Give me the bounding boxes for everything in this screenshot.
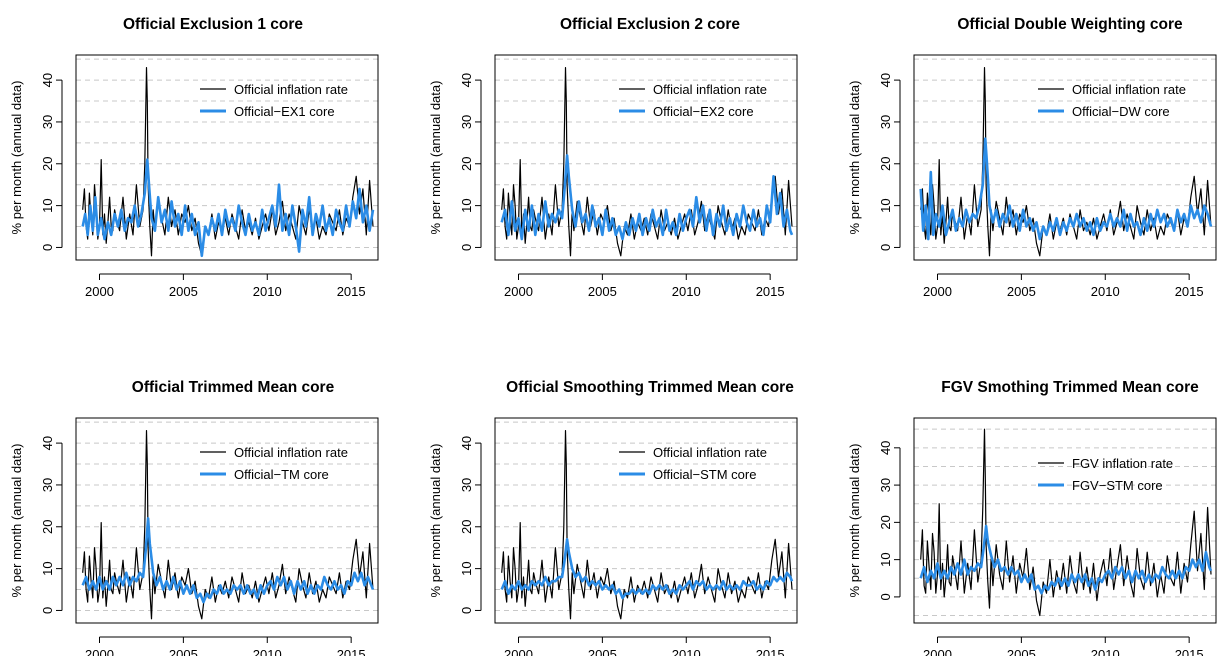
y-tick-label: 20 bbox=[878, 515, 893, 529]
y-tick-label: 10 bbox=[40, 198, 55, 212]
chart-panel-1: Official Exclusion 1 core 0 10 20 30 40 % per … bbox=[9, 16, 379, 299]
legend-label: Official−TM core bbox=[234, 467, 329, 482]
chart-panel-6: FGV Smothing Trimmed Mean core 0 10 20 30 40%… bbox=[847, 379, 1217, 656]
legend-label: Official inflation rate bbox=[234, 82, 348, 97]
legend-label: FGV−STM core bbox=[1072, 478, 1163, 493]
y-axis-label: % per month (annual data) bbox=[9, 81, 24, 235]
x-tick-label: 2000 bbox=[923, 647, 952, 656]
plot-frame bbox=[75, 417, 379, 624]
y-tick-label: 10 bbox=[459, 198, 474, 212]
x-tick-label: 2015 bbox=[1175, 284, 1204, 299]
x-tick-label: 2005 bbox=[588, 284, 617, 299]
y-tick-label: 40 bbox=[40, 436, 55, 450]
y-tick-label: 20 bbox=[459, 157, 474, 171]
y-tick-label: 40 bbox=[459, 73, 474, 87]
legend-label: Official−EX1 core bbox=[234, 104, 335, 119]
x-tick-label: 2015 bbox=[756, 647, 785, 656]
x-tick-label: 2000 bbox=[504, 647, 533, 656]
x-tick-label: 2005 bbox=[1007, 647, 1036, 656]
plot-frame bbox=[913, 54, 1217, 261]
x-tick-label: 2005 bbox=[169, 284, 198, 299]
chart-panel-2: Official Exclusion 2 core 0 10 20 30 40 % per … bbox=[428, 16, 798, 299]
core-series-line bbox=[81, 517, 375, 604]
core-series-line bbox=[500, 154, 794, 241]
chart-panel-5: Official Smoothing Trimmed Mean core 0 10 2… bbox=[428, 379, 798, 656]
y-tick-label: 40 bbox=[878, 441, 893, 455]
y-tick-label: 30 bbox=[40, 115, 55, 129]
y-tick-label: 0 bbox=[40, 244, 55, 251]
y-tick-label: 20 bbox=[459, 520, 474, 534]
x-tick-label: 2010 bbox=[253, 284, 282, 299]
x-tick-label: 2000 bbox=[504, 284, 533, 299]
y-tick-label: 40 bbox=[459, 436, 474, 450]
legend-label: Official−STM core bbox=[653, 467, 756, 482]
y-tick-label: 0 bbox=[459, 607, 474, 614]
core-series-line bbox=[919, 137, 1213, 241]
chart-title: Official Exclusion 2 core bbox=[560, 16, 740, 33]
core-series-line bbox=[500, 538, 794, 600]
y-axis-label: % per month (annual data) bbox=[9, 444, 24, 598]
x-tick-label: 2010 bbox=[1091, 647, 1120, 656]
x-tick-label: 2000 bbox=[923, 284, 952, 299]
chart-panel-3: Official Double Weighting core 0 10 20 30 40%… bbox=[847, 16, 1217, 299]
x-tick-label: 2000 bbox=[85, 284, 114, 299]
chart-title: FGV Smothing Trimmed Mean core bbox=[941, 379, 1199, 396]
x-tick-label: 2005 bbox=[1007, 284, 1036, 299]
legend-label: Official inflation rate bbox=[653, 445, 767, 460]
y-axis-label: % per month (annual data) bbox=[428, 444, 443, 598]
y-tick-label: 30 bbox=[459, 478, 474, 492]
y-tick-label: 0 bbox=[40, 607, 55, 614]
legend-label: Official−DW core bbox=[1072, 104, 1170, 119]
y-tick-label: 30 bbox=[878, 478, 893, 492]
x-tick-label: 2015 bbox=[337, 284, 366, 299]
y-tick-label: 0 bbox=[459, 244, 474, 251]
y-tick-label: 30 bbox=[459, 115, 474, 129]
y-axis-label: % per month (annual data) bbox=[847, 444, 862, 598]
x-tick-label: 2005 bbox=[588, 647, 617, 656]
x-tick-label: 2005 bbox=[169, 647, 198, 656]
x-tick-label: 2015 bbox=[1175, 647, 1204, 656]
y-tick-label: 0 bbox=[878, 244, 893, 251]
y-tick-label: 20 bbox=[878, 157, 893, 171]
x-tick-label: 2015 bbox=[756, 284, 785, 299]
y-tick-label: 20 bbox=[40, 157, 55, 171]
y-tick-label: 40 bbox=[878, 73, 893, 87]
x-tick-label: 2010 bbox=[253, 647, 282, 656]
x-tick-label: 2000 bbox=[85, 647, 114, 656]
core-series-line bbox=[81, 158, 375, 258]
plot-frame bbox=[494, 417, 798, 624]
legend-label: Official−EX2 core bbox=[653, 104, 754, 119]
y-tick-label: 0 bbox=[878, 593, 893, 600]
chart-title: Official Smoothing Trimmed Mean core bbox=[506, 379, 794, 396]
y-tick-label: 40 bbox=[40, 73, 55, 87]
x-tick-label: 2010 bbox=[672, 647, 701, 656]
plot-frame bbox=[494, 54, 798, 261]
chart-title: Official Exclusion 1 core bbox=[123, 16, 303, 33]
legend-label: Official inflation rate bbox=[653, 82, 767, 97]
chart-title: Official Double Weighting core bbox=[957, 16, 1183, 33]
y-tick-label: 30 bbox=[878, 115, 893, 129]
x-tick-label: 2015 bbox=[337, 647, 366, 656]
y-tick-label: 10 bbox=[40, 561, 55, 575]
legend-label: FGV inflation rate bbox=[1072, 456, 1173, 471]
legend-label: Official inflation rate bbox=[234, 445, 348, 460]
y-tick-label: 10 bbox=[459, 561, 474, 575]
chart-title: Official Trimmed Mean core bbox=[132, 379, 335, 396]
plot-frame bbox=[913, 417, 1217, 624]
y-axis-label: % per month (annual data) bbox=[428, 81, 443, 235]
core-series-line bbox=[919, 524, 1213, 595]
y-tick-label: 30 bbox=[40, 478, 55, 492]
y-tick-label: 10 bbox=[878, 552, 893, 566]
legend-label: Official inflation rate bbox=[1072, 82, 1186, 97]
plot-frame bbox=[75, 54, 379, 261]
y-tick-label: 20 bbox=[40, 520, 55, 534]
y-axis-label: % per month (annual data) bbox=[847, 81, 862, 235]
y-tick-label: 10 bbox=[878, 198, 893, 212]
x-tick-label: 2010 bbox=[1091, 284, 1120, 299]
x-tick-label: 2010 bbox=[672, 284, 701, 299]
chart-panel-4: Official Trimmed Mean core 0 10 20 30 40 % per… bbox=[9, 379, 379, 656]
